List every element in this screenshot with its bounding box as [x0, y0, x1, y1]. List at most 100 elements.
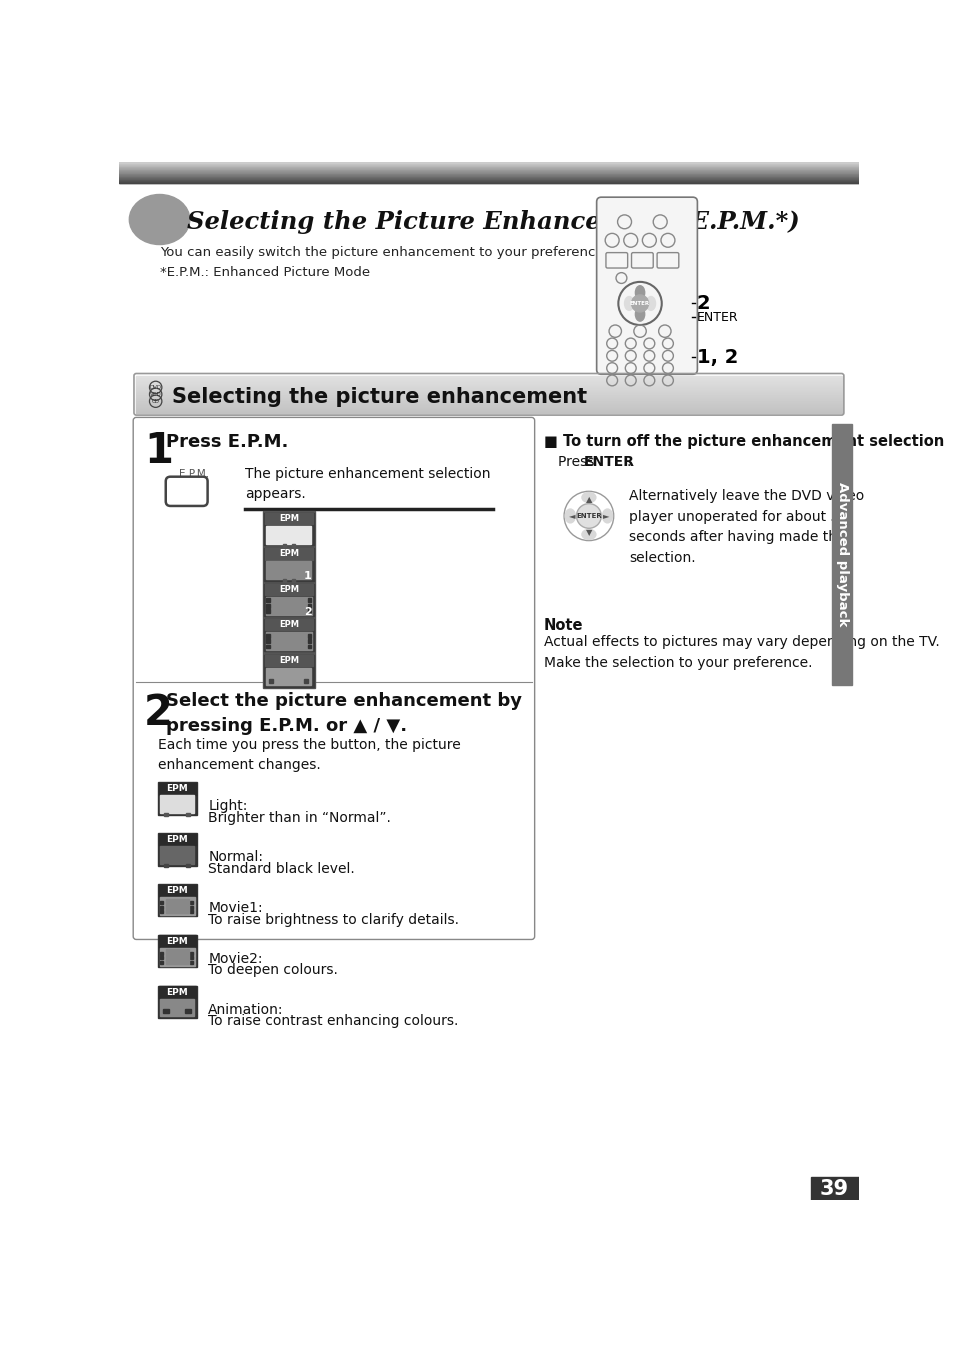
Text: 2: 2 — [303, 607, 311, 617]
Ellipse shape — [645, 297, 655, 310]
Ellipse shape — [635, 286, 644, 299]
Bar — [160, 906, 163, 909]
Text: EPM: EPM — [167, 785, 188, 794]
Text: Selecting the Picture Enhancement (E.P.M.*): Selecting the Picture Enhancement (E.P.M… — [187, 210, 800, 233]
Text: Movie2:: Movie2: — [208, 952, 263, 965]
Text: *E.P.M.: Enhanced Picture Mode: *E.P.M.: Enhanced Picture Mode — [159, 266, 369, 279]
Bar — [158, 936, 195, 948]
Bar — [190, 910, 193, 914]
Bar — [810, 1177, 858, 1200]
Text: 39: 39 — [820, 1180, 848, 1198]
Text: CD: CD — [152, 399, 159, 404]
Bar — [265, 549, 313, 559]
Text: EPM: EPM — [167, 886, 188, 895]
FancyBboxPatch shape — [133, 418, 534, 940]
Text: EPM: EPM — [167, 836, 188, 844]
Text: Selecting the picture enhancement: Selecting the picture enhancement — [172, 387, 586, 407]
Bar — [160, 910, 163, 914]
Bar — [160, 956, 163, 960]
Bar — [264, 549, 314, 581]
Text: Animation:: Animation: — [208, 1003, 284, 1016]
Bar — [166, 949, 189, 964]
Bar — [831, 423, 852, 685]
Ellipse shape — [581, 492, 596, 503]
Bar — [166, 899, 189, 914]
Bar — [265, 584, 313, 594]
Bar — [303, 679, 308, 683]
Bar — [158, 833, 196, 865]
Ellipse shape — [635, 307, 644, 321]
Bar — [158, 782, 196, 814]
Bar — [159, 898, 195, 915]
Text: To raise contrast enhancing colours.: To raise contrast enhancing colours. — [208, 1014, 458, 1029]
Bar — [266, 632, 312, 650]
Bar — [264, 512, 314, 545]
Text: 2: 2 — [696, 294, 709, 313]
Bar — [307, 634, 311, 638]
Bar — [282, 580, 286, 582]
Text: ENTER: ENTER — [583, 456, 634, 469]
Bar — [266, 526, 311, 543]
Bar — [158, 884, 196, 917]
Text: EPM: EPM — [278, 514, 298, 523]
Bar — [190, 906, 193, 909]
Text: ■ To turn off the picture enhancement selection: ■ To turn off the picture enhancement se… — [543, 434, 943, 449]
Bar — [264, 619, 314, 651]
Text: VCD: VCD — [150, 392, 161, 396]
Text: ▼: ▼ — [585, 528, 592, 538]
Bar — [164, 813, 168, 817]
Bar — [158, 783, 195, 795]
Text: Actual effects to pictures may vary depending on the TV.
Make the selection to y: Actual effects to pictures may vary depe… — [543, 635, 939, 670]
Ellipse shape — [631, 295, 648, 311]
Text: EPM: EPM — [167, 937, 188, 946]
Bar — [266, 644, 270, 648]
Ellipse shape — [624, 297, 633, 310]
Bar — [266, 561, 311, 580]
Text: Select the picture enhancement by
pressing E.P.M. or ▲ / ▼.: Select the picture enhancement by pressi… — [166, 693, 521, 735]
Bar — [264, 584, 314, 616]
Bar — [163, 1008, 169, 1014]
Text: You can easily switch the picture enhancement to your preference.: You can easily switch the picture enhanc… — [159, 247, 607, 259]
Bar — [160, 952, 163, 954]
Text: ENTER: ENTER — [576, 514, 601, 519]
Bar — [158, 884, 195, 896]
Text: Advanced playback: Advanced playback — [835, 483, 848, 627]
Bar — [190, 952, 193, 954]
Bar — [160, 900, 163, 905]
Bar — [266, 639, 270, 643]
Ellipse shape — [565, 510, 575, 523]
Bar — [265, 512, 313, 524]
Text: Each time you press the button, the picture
enhancement changes.: Each time you press the button, the pict… — [158, 737, 460, 772]
Bar — [190, 961, 193, 964]
Bar — [282, 543, 286, 547]
Text: 1: 1 — [186, 868, 194, 882]
Text: 1, 2: 1, 2 — [696, 348, 738, 367]
Text: To raise brightness to clarify details.: To raise brightness to clarify details. — [208, 913, 459, 926]
Bar — [160, 999, 194, 1016]
Bar — [265, 655, 313, 666]
Bar — [158, 987, 195, 998]
Bar — [158, 985, 196, 1018]
Bar — [160, 961, 163, 964]
Text: Press E.P.M.: Press E.P.M. — [166, 433, 288, 450]
Bar — [159, 948, 195, 965]
Text: ►: ► — [602, 511, 609, 520]
Bar — [190, 900, 193, 905]
Bar — [265, 619, 313, 631]
Bar — [266, 634, 270, 638]
Bar — [264, 655, 314, 687]
Bar — [307, 599, 311, 603]
Bar — [307, 609, 311, 613]
Text: E.P.M.: E.P.M. — [179, 469, 209, 479]
Bar — [266, 597, 312, 615]
Bar — [158, 936, 196, 967]
Text: Alternatively leave the DVD video
player unoperated for about 5
seconds after ha: Alternatively leave the DVD video player… — [629, 489, 863, 565]
Text: EPM: EPM — [278, 550, 298, 558]
Bar — [269, 679, 274, 683]
Bar — [266, 604, 270, 608]
Circle shape — [576, 504, 600, 528]
Text: 1: 1 — [144, 430, 172, 472]
Ellipse shape — [602, 510, 612, 523]
Bar — [266, 609, 270, 613]
Text: Note: Note — [543, 619, 583, 634]
